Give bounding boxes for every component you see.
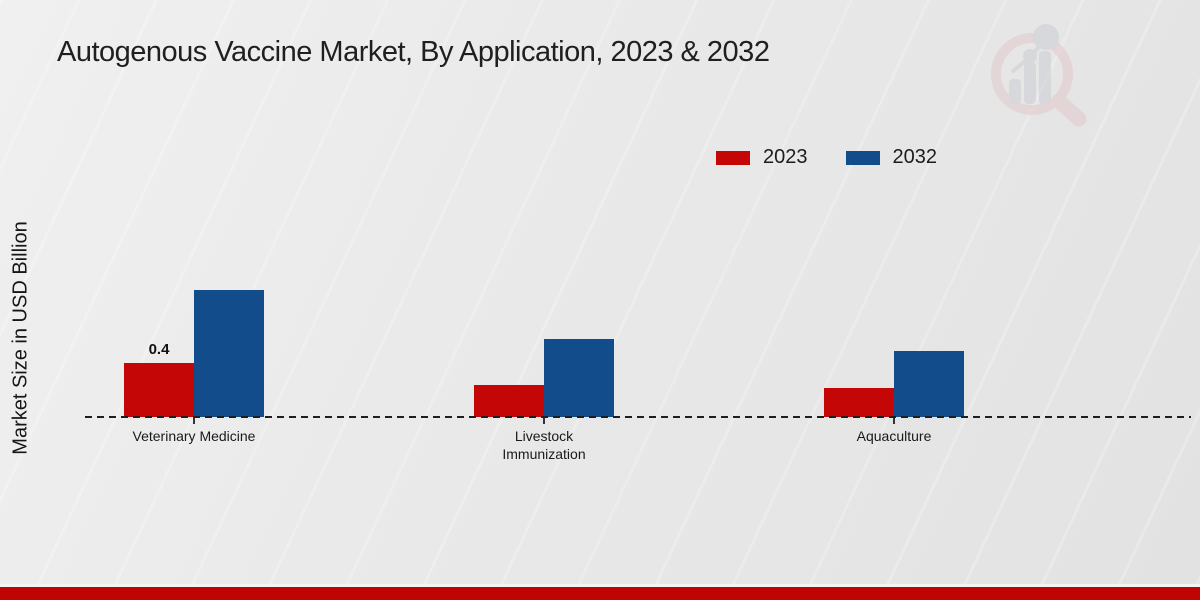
bar-2023-livestock-immunization [474, 385, 544, 417]
market-research-logo-watermark-icon [991, 24, 1087, 127]
bar-2032-aquaculture [894, 351, 964, 417]
footer-red-band [0, 584, 1200, 600]
chart-title: Autogenous Vaccine Market, By Applicatio… [57, 36, 770, 68]
legend-label-2032: 2032 [892, 146, 938, 168]
x-axis-tick-livestock-immunization [543, 418, 545, 424]
legend-swatch-2032 [845, 150, 880, 165]
data-label-2023-veterinary-medicine: 0.4 [148, 341, 170, 358]
x-axis-dashed-baseline [85, 416, 1191, 418]
category-label-aquaculture: Aquaculture [856, 428, 932, 444]
legend-swatch-2023 [716, 150, 750, 165]
bar-2023-aquaculture [824, 388, 894, 417]
x-axis-tick-veterinary-medicine [193, 418, 195, 424]
legend: 2023 2032 [716, 146, 937, 169]
category-label-veterinary-medicine: Veterinary Medicine [132, 428, 256, 444]
legend-item-2023: 2023 [716, 146, 808, 169]
legend-item-2032: 2032 [845, 146, 938, 169]
x-axis-tick-aquaculture [893, 418, 895, 424]
legend-label-2023: 2023 [763, 146, 808, 168]
category-label-livestock-immunization: Livestock Immunization [502, 428, 586, 463]
bar-2032-livestock-immunization [544, 339, 614, 417]
bar-2023-veterinary-medicine [124, 363, 194, 417]
bar-2032-veterinary-medicine [194, 290, 264, 417]
